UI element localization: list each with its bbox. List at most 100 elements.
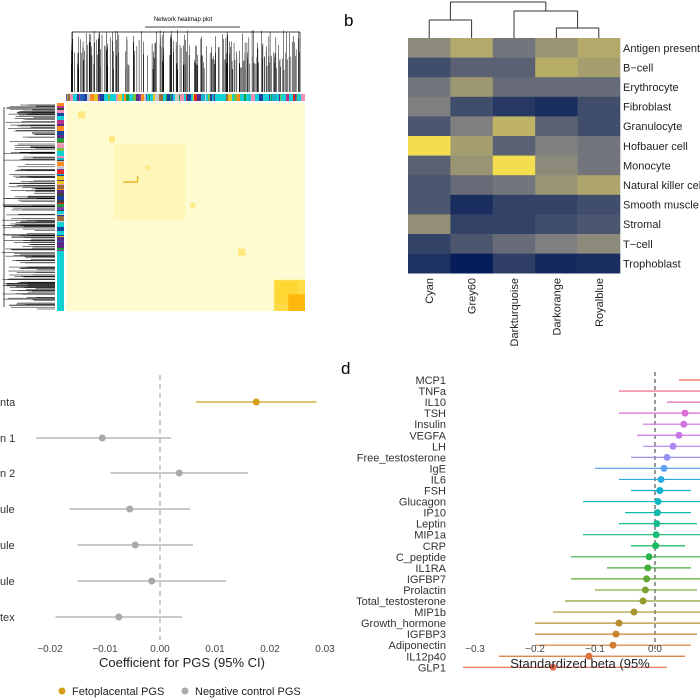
colorbar-segment bbox=[57, 257, 64, 259]
row-label: Stromal bbox=[623, 219, 661, 231]
colorbar-segment bbox=[57, 241, 64, 242]
heatmap-cell bbox=[450, 155, 494, 176]
colorbar-segment bbox=[197, 94, 201, 101]
heatmap-cell bbox=[492, 116, 536, 137]
heatmap-cell bbox=[577, 136, 621, 156]
heatmap-cell bbox=[492, 38, 536, 58]
top-dendrogram bbox=[71, 26, 301, 92]
row-label: LH bbox=[432, 441, 446, 453]
colorbar-segment bbox=[170, 94, 171, 101]
colorbar-segment bbox=[57, 110, 64, 113]
colorbar-segment bbox=[57, 216, 64, 218]
colorbar-segment bbox=[155, 94, 159, 101]
column-labels: Cyan Grey60 Darkturquoise Darkorange Royalbl… bbox=[424, 278, 606, 346]
colorbar-segment bbox=[57, 259, 64, 260]
heatmap-cell bbox=[492, 77, 536, 98]
heatmap-cell bbox=[535, 96, 578, 117]
estimate-point bbox=[675, 431, 683, 439]
colorbar-segment bbox=[84, 94, 87, 101]
panel-a-network-heatmap: Network heatmap plot bbox=[2, 17, 305, 311]
colorbar-segment bbox=[57, 255, 64, 257]
colorbar-segment bbox=[223, 94, 226, 101]
module-block bbox=[109, 136, 115, 143]
legend-label: Negative control PGS bbox=[195, 686, 301, 698]
heatmap-cell bbox=[408, 136, 451, 156]
colorbar-segment bbox=[57, 221, 64, 222]
colorbar-segment bbox=[57, 148, 64, 151]
colorbar-segment bbox=[277, 94, 279, 101]
colorbar-segment bbox=[57, 278, 64, 281]
heatmap-cell bbox=[492, 57, 536, 78]
colorbar-segment bbox=[57, 143, 64, 144]
colorbar-segment bbox=[279, 94, 280, 101]
colorbar-segment bbox=[282, 94, 285, 101]
heatmap-cell bbox=[535, 77, 578, 98]
colorbar-segment bbox=[57, 290, 64, 294]
colorbar-segment bbox=[57, 237, 64, 241]
estimate-point bbox=[549, 663, 557, 671]
x-tick-label: −0.3 bbox=[465, 644, 485, 655]
colorbar-segment bbox=[57, 304, 64, 308]
estimate-point bbox=[654, 498, 662, 506]
row-label: IL12p40 bbox=[406, 651, 446, 663]
colorbar-segment bbox=[57, 189, 64, 190]
colorbar-segment bbox=[228, 94, 232, 101]
estimate-point bbox=[98, 434, 106, 442]
colorbar-segment bbox=[77, 94, 79, 101]
colorbar-segment bbox=[57, 235, 64, 236]
colorbar-segment bbox=[57, 242, 64, 244]
colorbar-segment bbox=[67, 94, 68, 101]
heatmap-cell bbox=[450, 253, 494, 274]
colorbar-segment bbox=[57, 211, 64, 214]
colorbar-segment bbox=[57, 236, 64, 237]
estimate-point bbox=[645, 553, 653, 561]
heatmap-cell bbox=[577, 57, 621, 78]
estimate-point bbox=[660, 464, 668, 472]
colorbar-segment bbox=[269, 94, 270, 101]
colorbar-segment bbox=[271, 94, 272, 101]
colorbar-segment bbox=[263, 94, 267, 101]
heatmap-cell bbox=[492, 194, 536, 215]
colorbar-segment bbox=[259, 94, 263, 101]
heatmap-cell bbox=[492, 136, 536, 156]
heatmap-cell bbox=[535, 175, 578, 196]
colorbar-segment bbox=[179, 94, 180, 101]
colorbar-segment bbox=[57, 254, 64, 255]
estimate-point bbox=[653, 509, 661, 517]
heatmap-cell bbox=[450, 57, 494, 78]
colorbar-segment bbox=[57, 286, 64, 290]
row-label: IGFBP3 bbox=[407, 629, 446, 641]
colorbar-segment bbox=[66, 94, 67, 101]
colorbar-segment bbox=[57, 222, 64, 225]
estimate-point bbox=[656, 487, 664, 494]
row-label: IL1RA bbox=[415, 563, 446, 575]
row-label: MCP1 bbox=[415, 375, 446, 387]
panel-c-forest-plot: nta n 1 n 2 ule ule ule tex −0.02 −0.01 0.00 0.01 0… bbox=[0, 375, 335, 698]
estimate-point bbox=[639, 597, 647, 605]
row-label: Insulin bbox=[414, 419, 446, 431]
heatmap-cell bbox=[535, 57, 578, 78]
module-block bbox=[288, 294, 305, 311]
panel-d-forest-plot: MCP1TNFaIL10TSHInsulinVEGFALHFree_testos… bbox=[356, 372, 700, 674]
colorbar-segment bbox=[100, 94, 104, 101]
x-tick-label: 0.00 bbox=[150, 644, 170, 655]
colorbar-segment bbox=[251, 94, 255, 101]
colorbar-segment bbox=[57, 162, 64, 166]
colorbar-segment bbox=[57, 116, 64, 120]
heatmap-cell bbox=[577, 253, 621, 274]
colorbar-segment bbox=[57, 309, 64, 310]
heatmap-cell bbox=[577, 77, 621, 98]
estimate-point bbox=[641, 586, 649, 594]
row-label: ule bbox=[0, 504, 15, 516]
colorbar-segment bbox=[57, 204, 64, 207]
heatmap-cell bbox=[408, 77, 451, 98]
colorbar-segment bbox=[90, 94, 94, 101]
colorbar-segment bbox=[214, 94, 215, 101]
heatmap-cell bbox=[577, 38, 621, 58]
colorbar-segment bbox=[57, 244, 64, 248]
estimate-point bbox=[644, 564, 652, 572]
colorbar-segment bbox=[167, 94, 170, 101]
colorbar-segment bbox=[57, 227, 64, 231]
colorbar-segment bbox=[104, 94, 108, 101]
colorbar-segment bbox=[205, 94, 206, 101]
